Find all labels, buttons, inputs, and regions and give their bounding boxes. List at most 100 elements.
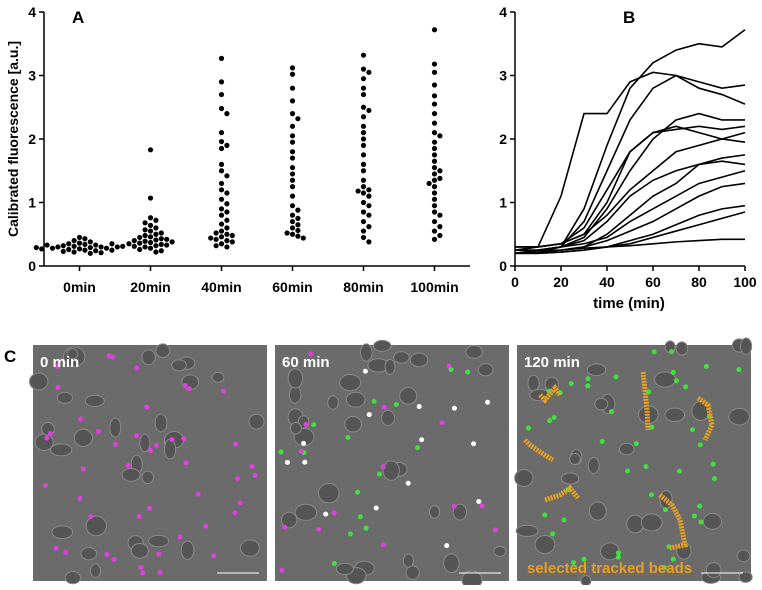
- bead: [203, 523, 209, 529]
- data-point: [300, 235, 306, 241]
- data-point: [76, 240, 83, 246]
- data-point: [431, 228, 438, 234]
- data-point: [218, 206, 225, 212]
- data-point: [71, 243, 77, 249]
- data-point: [169, 239, 175, 245]
- data-point: [229, 232, 235, 239]
- data-point: [289, 171, 296, 177]
- bead: [649, 424, 655, 430]
- y-tick-label: 3: [28, 68, 36, 84]
- cell: [443, 553, 460, 574]
- cell: [180, 540, 195, 560]
- data-point: [142, 220, 148, 226]
- bead: [542, 512, 548, 518]
- y-tick-label: 2: [28, 131, 36, 147]
- x-tick-label: 100: [733, 274, 757, 290]
- bead: [444, 543, 450, 549]
- data-point: [158, 236, 164, 242]
- bead: [380, 464, 386, 470]
- bead: [347, 531, 353, 537]
- cell: [405, 565, 420, 580]
- data-point: [295, 215, 301, 221]
- data-point: [224, 111, 230, 117]
- x-tick-label: 60min: [272, 279, 312, 295]
- cell: [738, 571, 753, 583]
- bead: [690, 427, 696, 433]
- data-point: [218, 168, 225, 174]
- data-point: [153, 237, 159, 243]
- data-point: [295, 227, 301, 234]
- data-point: [60, 243, 66, 249]
- data-point: [366, 224, 372, 230]
- data-point: [103, 245, 110, 251]
- bead: [585, 383, 591, 389]
- data-point: [289, 123, 296, 129]
- bead: [323, 511, 329, 517]
- bead: [670, 369, 676, 375]
- data-point: [360, 76, 367, 82]
- bead-track: [544, 484, 580, 503]
- bead: [405, 480, 411, 486]
- data-point: [431, 152, 438, 158]
- data-point: [289, 177, 296, 183]
- data-point: [98, 250, 104, 256]
- bead: [195, 491, 201, 497]
- bead: [43, 482, 49, 488]
- bead: [345, 435, 351, 441]
- data-point: [289, 149, 296, 155]
- cell: [80, 546, 98, 561]
- data-point: [437, 133, 443, 139]
- y-tick-label: 3: [499, 68, 507, 84]
- cell: [141, 470, 154, 485]
- data-point: [142, 244, 148, 250]
- x-axis-label: time (min): [593, 295, 665, 312]
- micrograph: [33, 345, 267, 581]
- panel-label: C: [4, 347, 16, 366]
- data-point: [289, 231, 296, 237]
- cell: [393, 351, 410, 364]
- data-point: [218, 138, 225, 145]
- data-point: [87, 250, 93, 256]
- data-point: [158, 230, 164, 236]
- bead: [77, 416, 83, 422]
- cell: [109, 417, 122, 438]
- cell: [702, 512, 723, 530]
- data-point: [360, 218, 367, 225]
- data-point: [360, 123, 367, 129]
- data-point: [71, 249, 77, 255]
- data-point: [82, 247, 88, 253]
- data-point: [224, 244, 230, 250]
- bead: [661, 565, 667, 571]
- cell: [740, 337, 753, 355]
- cell: [345, 391, 366, 408]
- bead: [393, 401, 399, 407]
- bead: [381, 404, 387, 410]
- bead: [373, 505, 379, 511]
- data-point: [426, 180, 432, 187]
- bead: [80, 466, 86, 472]
- bead: [233, 441, 239, 447]
- data-point: [66, 246, 72, 253]
- bead: [301, 440, 307, 446]
- data-point: [289, 111, 296, 117]
- data-point: [224, 231, 230, 237]
- cell: [289, 422, 302, 435]
- data-point: [360, 91, 367, 98]
- data-point: [360, 228, 367, 234]
- cell: [84, 394, 105, 408]
- bead: [237, 500, 243, 506]
- image-time-label: 60 min: [282, 354, 330, 371]
- cell: [360, 343, 373, 362]
- bead: [613, 374, 619, 380]
- cell: [529, 388, 550, 402]
- cell: [34, 433, 54, 452]
- data-point: [289, 85, 296, 91]
- data-point: [137, 240, 143, 246]
- data-point: [164, 236, 170, 242]
- x-tick-label: 0min: [63, 279, 96, 295]
- cell: [705, 562, 722, 579]
- data-point: [164, 242, 170, 248]
- data-point: [360, 168, 367, 174]
- data-point: [153, 225, 159, 231]
- bead: [177, 534, 183, 540]
